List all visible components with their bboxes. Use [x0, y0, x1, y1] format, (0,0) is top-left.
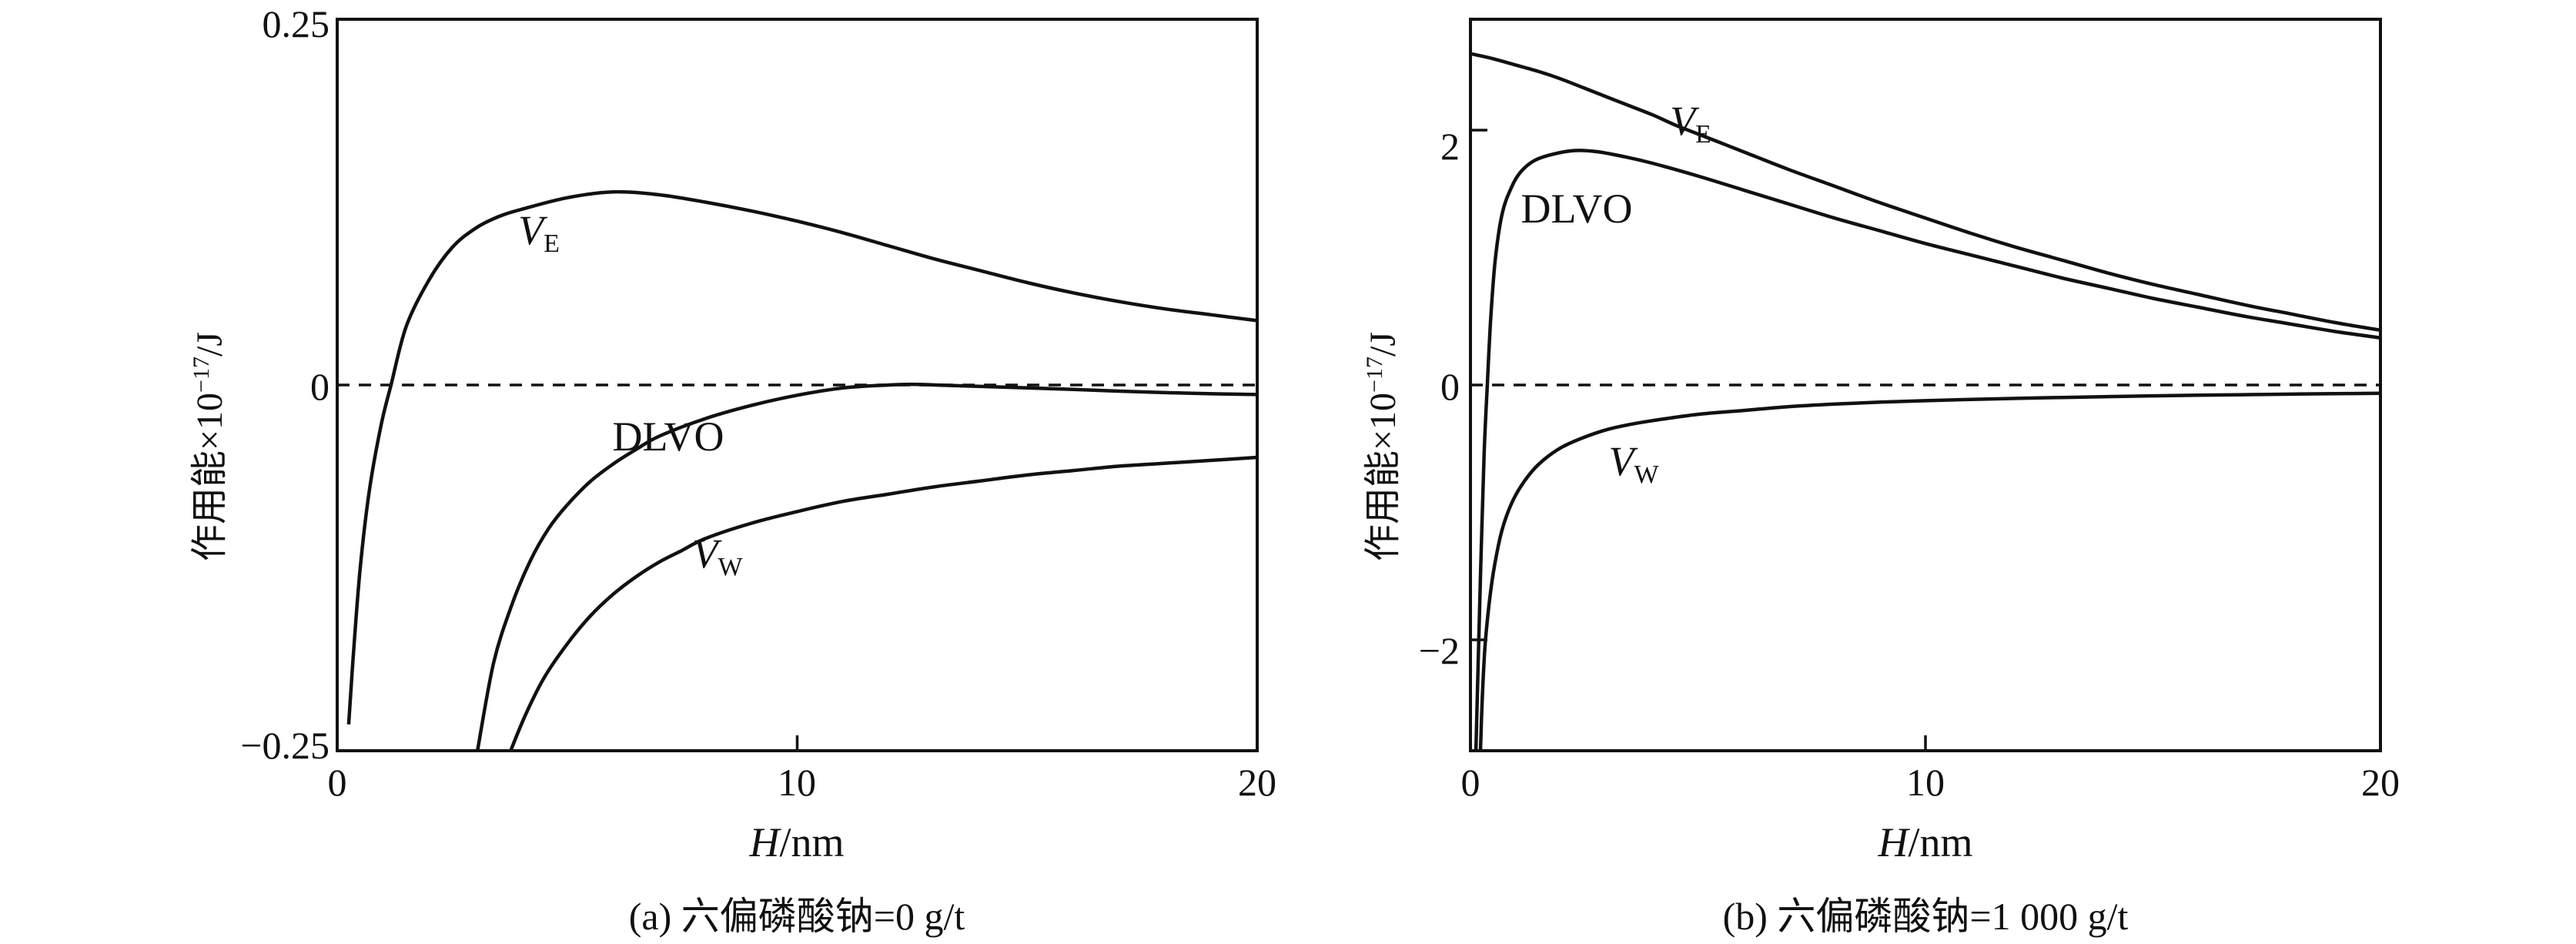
y-tick-label: 0	[1440, 365, 1460, 408]
y-tick-label: 2	[1440, 125, 1460, 168]
y-axis-title-a: 作用能×10−17/J	[189, 332, 230, 562]
curve-vw-b	[1478, 391, 2380, 751]
curve-label-ve-b: VE	[1670, 98, 1711, 149]
panel-caption-a: (a) 六偏磷酸钠=0 g/t	[628, 895, 965, 938]
x-tick-label: 20	[1238, 761, 1276, 804]
curve-ve-a	[346, 189, 1257, 725]
curve-dlvo-a	[475, 382, 1257, 751]
panel-caption-b: (b) 六偏磷酸钠=1 000 g/t	[1722, 895, 2129, 938]
y-tick-label: −0.25	[240, 724, 330, 767]
curve-ve-b	[1470, 52, 2380, 333]
plot-border-a	[336, 18, 1259, 752]
curve-vw-a	[509, 455, 1257, 751]
x-axis-title-a: H/nm	[749, 819, 845, 865]
curve-dlvo-b	[1474, 149, 2380, 751]
plot-border-b	[1469, 18, 2382, 752]
curve-label-vw-b: VW	[1608, 438, 1659, 489]
curve-label-dlvo-a: DLVO	[612, 413, 724, 460]
x-tick-label: 0	[327, 761, 347, 804]
y-tick-label: 0	[310, 365, 330, 408]
x-tick-label: 0	[1460, 761, 1480, 804]
x-tick-label: 10	[1906, 761, 1945, 804]
curve-label-dlvo-b: DLVO	[1521, 186, 1633, 232]
x-tick-label: 10	[778, 761, 816, 804]
curve-label-vw-a: VW	[692, 531, 743, 581]
x-tick-label: 20	[2361, 761, 2400, 804]
x-axis-title-b: H/nm	[1878, 819, 1973, 865]
y-tick-label: −2	[1418, 629, 1460, 672]
y-tick-label: 0.25	[262, 2, 330, 45]
curve-label-ve-a: VE	[518, 207, 560, 258]
